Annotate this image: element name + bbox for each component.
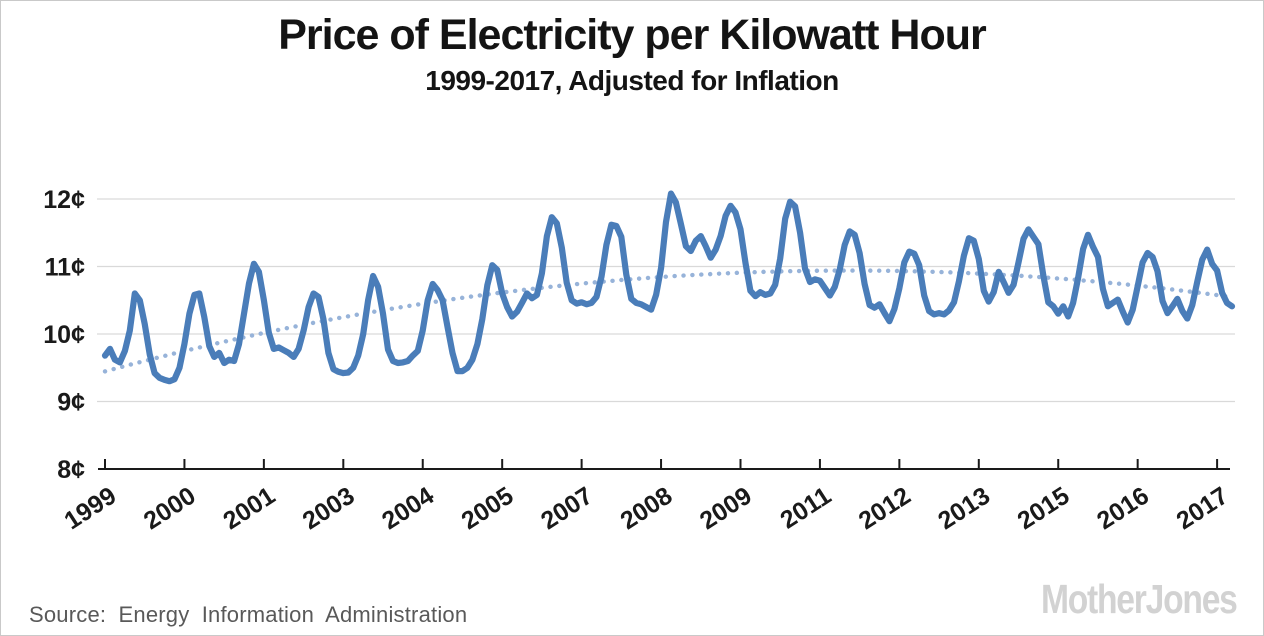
- y-axis-label: 12¢: [43, 186, 85, 214]
- x-axis-label: 2007: [536, 482, 598, 536]
- x-axis-label: 2015: [1013, 482, 1075, 536]
- chart-subtitle: 1999-2017, Adjusted for Inflation: [425, 65, 839, 96]
- x-axis-label: 1999: [59, 482, 121, 536]
- y-axis-label: 11¢: [45, 254, 85, 282]
- motherjones-logo: MotherJones: [1041, 576, 1238, 622]
- chart-title: Price of Electricity per Kilowatt Hour: [278, 11, 987, 59]
- price-line: [101, 190, 1236, 385]
- x-axis-label: 2008: [615, 482, 677, 536]
- y-axis-label: 8¢: [57, 456, 85, 484]
- x-axis-label: 2012: [854, 482, 916, 536]
- x-axis-label: 2017: [1171, 482, 1233, 536]
- x-axis-label: 2001: [218, 482, 280, 536]
- x-axis-label: 2016: [1092, 482, 1154, 536]
- electricity-price-line-chart: 8¢ 9¢ 10¢ 11¢ 12¢ 1999 2000 2001 2003 2004 2005 200…: [43, 186, 1236, 536]
- y-axis-label: 10¢: [43, 321, 85, 349]
- x-axis-label: 2003: [298, 482, 360, 536]
- x-axis-label: 2000: [139, 482, 201, 536]
- source-note: Source: Energy Information Administratio…: [29, 602, 468, 627]
- x-axis-label: 2004: [377, 482, 439, 536]
- x-axis-label: 2005: [457, 482, 519, 536]
- trend-line: [102, 268, 1235, 374]
- x-axis-label: 2009: [695, 482, 757, 536]
- x-axis-label: 2011: [775, 482, 836, 535]
- x-axis-label: 2013: [933, 482, 995, 536]
- y-axis-label: 9¢: [57, 389, 85, 417]
